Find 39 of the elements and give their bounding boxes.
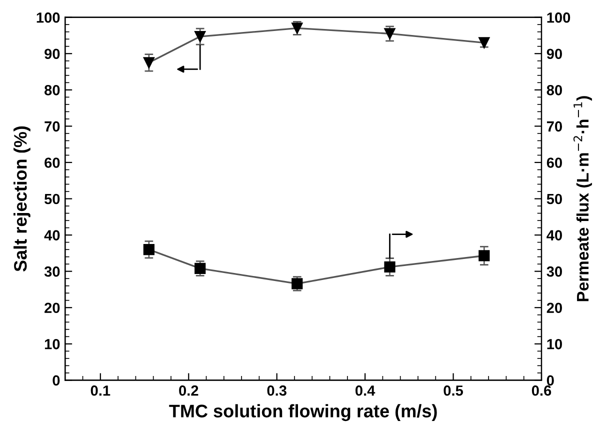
- point: [194, 30, 206, 42]
- y-tick-label: 0: [52, 375, 60, 386]
- y2-tick-label: 100: [547, 12, 570, 23]
- point: [478, 250, 490, 262]
- point: [143, 244, 154, 256]
- y2-tick-label: 50: [546, 194, 562, 204]
- y-tick-label: 30: [44, 266, 60, 277]
- point: [143, 57, 154, 68]
- y-tick-label: 50: [44, 194, 60, 204]
- y-tick-label: 100: [36, 12, 60, 23]
- y2-tick-label: 60: [546, 158, 562, 168]
- point: [384, 261, 396, 273]
- y2-tick-label: 10: [547, 338, 562, 350]
- x-axis-title: TMC solution flowing rate (m/s): [169, 404, 437, 422]
- y2-tick-label: 40: [546, 230, 562, 240]
- point: [384, 28, 396, 40]
- y2-axis-title: Permeate flux (L·m$^{−2}$·h$^{−1}$): [573, 96, 592, 302]
- y2-tick-label: 80: [546, 84, 562, 96]
- y2-tick-label: 20: [546, 302, 562, 314]
- y-tick-label: 40: [44, 230, 60, 240]
- y-tick-label: 90: [44, 48, 60, 60]
- point: [478, 37, 490, 48]
- y-tick-label: 10: [44, 338, 60, 350]
- y2-tick-label: 0: [546, 375, 554, 386]
- y2-tick-label: 90: [546, 48, 562, 60]
- x-tick-label: 0.5: [444, 385, 464, 396]
- x-tick-label: 0.2: [179, 385, 198, 396]
- y2-tick-label: 70: [546, 121, 562, 132]
- x-tick-label: 0.6: [532, 385, 552, 396]
- y-tick-label: 80: [44, 84, 60, 96]
- x-tick-label: 0.1: [90, 385, 110, 396]
- y-tick-label: 60: [44, 158, 60, 168]
- y2-tick-label: 30: [546, 266, 562, 277]
- x-tick-label: 0.4: [356, 385, 376, 396]
- y-axis-title: Salt rejection (%): [14, 126, 30, 272]
- y-tick-label: 20: [44, 302, 60, 314]
- y-tick-label: 70: [44, 121, 60, 132]
- x-tick-label: 0.3: [267, 385, 286, 396]
- point: [194, 262, 206, 274]
